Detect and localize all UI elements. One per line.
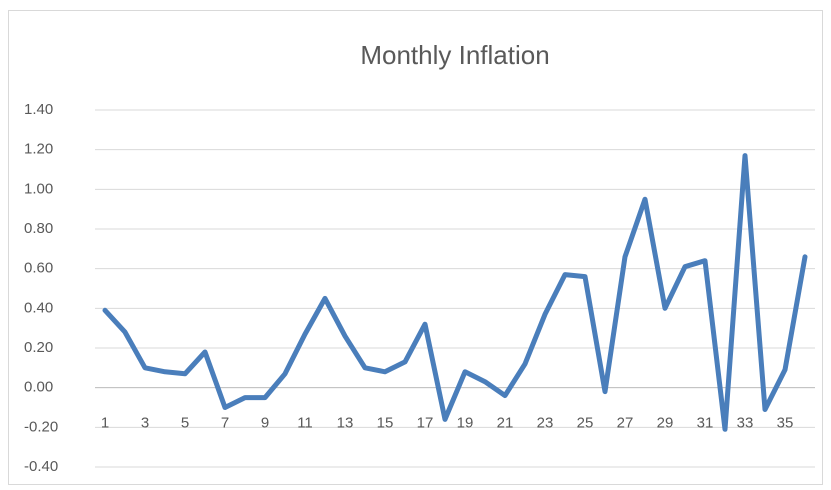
x-tick-label: 19 <box>457 415 474 432</box>
y-tick-label: 1.00 <box>24 180 53 197</box>
x-tick-label: 7 <box>221 415 229 432</box>
y-tick-label: 1.40 <box>24 101 53 118</box>
x-tick-label: 25 <box>577 415 594 432</box>
data-line <box>102 153 808 432</box>
x-tick-label: 5 <box>181 415 189 432</box>
y-tick-label: 1.20 <box>24 141 53 158</box>
x-tick-label: 29 <box>657 415 674 432</box>
x-tick-label: 33 <box>737 415 754 432</box>
x-tick-label: 9 <box>261 415 269 432</box>
x-tick-label: 35 <box>777 415 794 432</box>
x-tick-label: 13 <box>337 415 354 432</box>
y-tick-label: -0.40 <box>24 458 58 475</box>
y-tick-label: 0.60 <box>24 260 53 277</box>
x-tick-label: 27 <box>617 415 634 432</box>
x-tick-label: 21 <box>497 415 514 432</box>
x-tick-label: 17 <box>417 415 434 432</box>
y-tick-label: 0.80 <box>24 220 53 237</box>
y-tick-label: 0.00 <box>24 379 53 396</box>
y-tick-label: 0.20 <box>24 339 53 356</box>
x-tick-label: 15 <box>377 415 394 432</box>
chart-border <box>8 10 823 485</box>
x-tick-label: 3 <box>141 415 149 432</box>
x-tick-label: 31 <box>697 415 714 432</box>
y-tick-label: 0.40 <box>24 299 53 316</box>
x-tick-label: 1 <box>101 415 109 432</box>
y-tick-label: -0.20 <box>24 418 58 435</box>
x-tick-label: 11 <box>297 415 313 432</box>
x-tick-label: 23 <box>537 415 554 432</box>
chart-title: Monthly Inflation <box>360 40 549 70</box>
